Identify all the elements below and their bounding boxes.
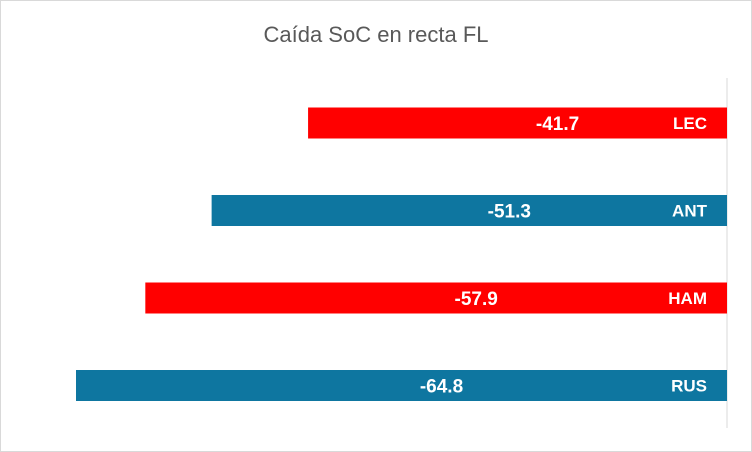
- bar-lec: [308, 107, 727, 139]
- category-label-ham: HAM: [668, 289, 707, 308]
- bar-ant: [211, 195, 727, 226]
- value-label-lec: -41.7: [536, 114, 579, 135]
- chart-title: Caída SoC en recta FL: [263, 22, 489, 47]
- value-label-ant: -51.3: [488, 202, 531, 223]
- category-label-ant: ANT: [672, 202, 708, 221]
- bar-ham: [145, 282, 727, 314]
- value-label-ham: -57.9: [455, 289, 498, 310]
- category-label-lec: LEC: [673, 114, 707, 133]
- value-label-rus: -64.8: [420, 377, 463, 398]
- category-label-rus: RUS: [671, 377, 707, 396]
- bar-rus: [76, 370, 727, 401]
